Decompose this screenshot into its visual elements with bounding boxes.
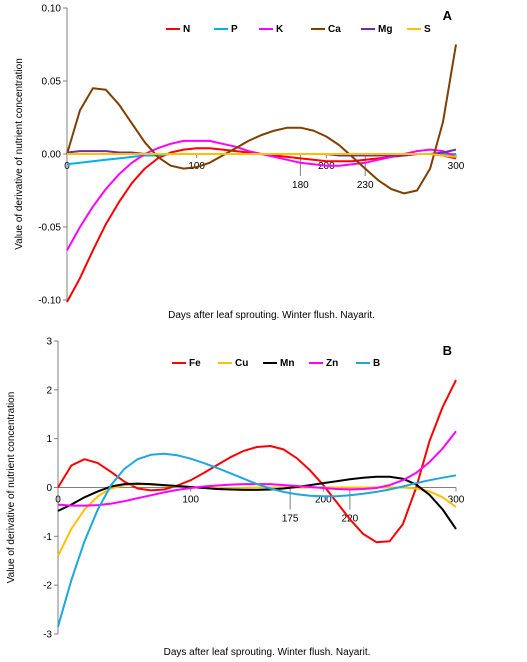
series-line-b xyxy=(57,452,457,627)
legend-label-b: B xyxy=(373,358,380,369)
legend-label-ca: Ca xyxy=(328,24,341,35)
legend-label-mg: Mg xyxy=(378,24,392,35)
x-tick-label: 100 xyxy=(182,495,199,506)
series-line-fe xyxy=(57,379,457,544)
series-line-cu xyxy=(57,483,457,557)
legend-label-fe: Fe xyxy=(189,358,201,369)
x-tick-label: 200 xyxy=(315,495,332,506)
legend-label-k: K xyxy=(276,24,284,35)
legend-label-zn: Zn xyxy=(326,358,338,369)
x-tick-label: 300 xyxy=(448,495,465,506)
x-axis-title: Days after leaf sprouting. Winter flush.… xyxy=(168,310,375,321)
y-tick-label: -0.05 xyxy=(38,223,61,234)
x-tick-label: 300 xyxy=(448,161,465,172)
annotation-label: 180 xyxy=(292,180,309,191)
legend-label-cu: Cu xyxy=(235,358,248,369)
y-tick-label: 1 xyxy=(46,434,52,445)
panel-label: B xyxy=(443,343,452,358)
y-tick-label: 2 xyxy=(46,385,52,396)
series-line-mn xyxy=(57,475,457,530)
legend-label-n: N xyxy=(183,24,190,35)
x-tick-label: 0 xyxy=(64,161,70,172)
x-tick-label: 0 xyxy=(55,495,61,506)
y-axis-title: Value of derivative of nutrient concentr… xyxy=(6,392,17,584)
legend-label-p: P xyxy=(231,24,238,35)
y-tick-label: 3 xyxy=(46,337,52,348)
y-axis-title: Value of derivative of nutrient concentr… xyxy=(14,58,25,250)
legend-label-s: S xyxy=(424,24,431,35)
y-tick-label: -1 xyxy=(43,532,52,543)
legend-label-mn: Mn xyxy=(280,358,294,369)
y-tick-label: -3 xyxy=(43,630,52,641)
y-tick-label: 0.10 xyxy=(42,4,62,15)
panel-label: A xyxy=(443,8,453,23)
y-tick-label: 0.05 xyxy=(42,77,62,88)
x-axis-title: Days after leaf sprouting. Winter flush.… xyxy=(164,647,371,658)
y-tick-label: -0.10 xyxy=(38,296,61,307)
series-line-ca xyxy=(66,44,457,195)
annotation-label: 175 xyxy=(282,514,299,525)
y-tick-label: 0.00 xyxy=(42,150,62,161)
y-tick-label: -2 xyxy=(43,581,52,592)
series-line-s xyxy=(67,153,457,158)
series-line-zn xyxy=(57,430,457,507)
annotation-label: 230 xyxy=(357,180,374,191)
series-line-n xyxy=(66,147,457,303)
y-tick-label: 0 xyxy=(46,483,52,494)
